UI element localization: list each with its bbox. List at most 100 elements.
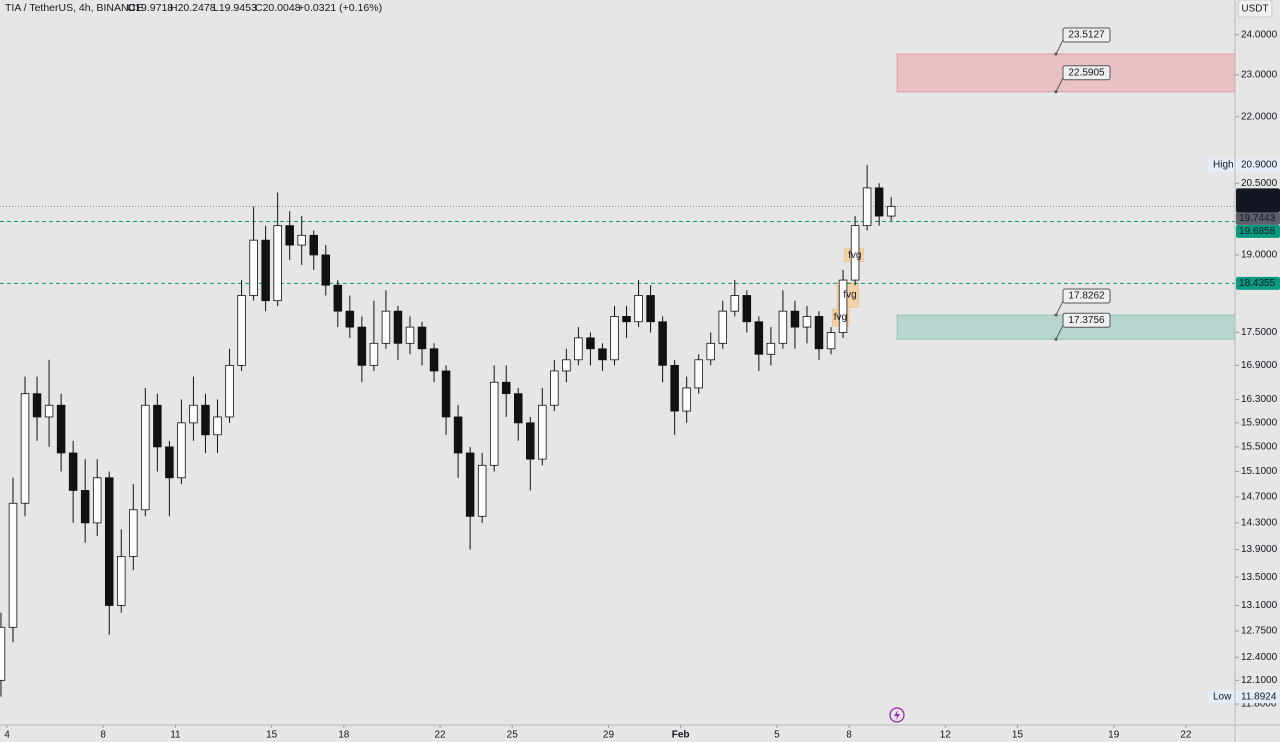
extreme-name: High — [1213, 160, 1234, 171]
candle-body — [141, 404, 150, 511]
price-label: 19.7443 — [1239, 213, 1276, 224]
candle-body — [68, 452, 78, 491]
last-price: 20.0048 — [1239, 189, 1276, 200]
candle-body — [550, 370, 559, 406]
candle-body — [357, 326, 367, 366]
candle-body — [562, 359, 571, 372]
candle-body — [201, 404, 210, 436]
candle-body — [393, 310, 403, 344]
candle-body — [826, 332, 836, 350]
candle-body — [646, 295, 655, 323]
x-tick-label: 12 — [940, 730, 952, 741]
candle-body — [538, 404, 547, 460]
candle-body — [261, 239, 270, 302]
y-tick-label: 13.9000 — [1241, 544, 1278, 555]
y-tick-label: 22.0000 — [1241, 111, 1278, 122]
price-label-box — [1236, 224, 1280, 238]
y-tick-label: 16.3000 — [1241, 394, 1278, 405]
extreme-value: 20.9000 — [1241, 160, 1278, 171]
candle-body — [814, 316, 824, 350]
candle-body — [489, 381, 499, 466]
candle-body — [874, 187, 884, 217]
candle-body — [501, 381, 511, 395]
candle-body — [333, 284, 343, 312]
candle-body — [297, 234, 306, 246]
candle-body — [706, 342, 715, 361]
x-tick-label: 22 — [434, 730, 446, 741]
x-tick-label: 15 — [1012, 730, 1024, 741]
candle-body — [381, 310, 391, 344]
callout-box — [1062, 65, 1111, 81]
callout-label: 22.5905 — [1068, 67, 1105, 78]
currency[interactable]: USDT — [1241, 4, 1268, 15]
candles-layer — [0, 165, 896, 697]
x-tick-label: 18 — [338, 730, 350, 741]
x-tick-label: 22 — [1180, 730, 1192, 741]
candle-body — [802, 316, 812, 328]
currency-box[interactable] — [1237, 0, 1273, 18]
candle-body — [225, 364, 234, 418]
callout-label: 23.5127 — [1068, 30, 1105, 41]
event-icon[interactable] — [889, 707, 905, 723]
ohlc-open: O19.9718 — [127, 2, 173, 14]
candle-body — [526, 422, 535, 460]
callout-pointer — [1055, 77, 1064, 92]
x-tick-label: Feb — [672, 730, 690, 741]
y-tick-label: 15.1000 — [1241, 466, 1278, 477]
price-label-box — [1236, 211, 1280, 225]
candle-body — [694, 359, 703, 389]
countdown: 01:38:27 — [1239, 201, 1278, 212]
candle-body — [682, 387, 691, 412]
x-tick-label: 8 — [846, 730, 852, 741]
candle-body — [32, 393, 42, 418]
candle-body — [453, 416, 463, 454]
candle-body — [417, 326, 427, 350]
candle-body — [598, 348, 607, 361]
callout-box — [1062, 288, 1111, 304]
y-tick-label: 15.5000 — [1241, 442, 1278, 453]
candle-body — [718, 310, 728, 344]
fvg-label: fvg — [848, 250, 861, 261]
candle-body — [441, 370, 451, 418]
candle-body — [850, 225, 860, 281]
candle-body — [0, 626, 6, 681]
callout-box — [1062, 27, 1111, 43]
candle-body — [20, 393, 30, 504]
callout-pointer — [1055, 300, 1064, 316]
y-tick-label: 12.7500 — [1241, 626, 1278, 637]
x-tick-label: 5 — [774, 730, 780, 741]
y-tick-label: 19.0000 — [1241, 250, 1278, 261]
candle-body — [742, 295, 752, 323]
change: +0.0321 (+0.16%) — [298, 2, 382, 14]
candle-body — [273, 225, 282, 302]
callout-label: 17.8262 — [1068, 291, 1105, 302]
last-price-box — [1236, 188, 1280, 213]
y-tick-label: 14.3000 — [1241, 517, 1278, 528]
candle-body — [658, 321, 667, 366]
candle-body — [610, 316, 619, 361]
price-label: 18.4355 — [1239, 278, 1276, 289]
candle-body — [189, 404, 198, 424]
extreme-value: 11.8924 — [1241, 691, 1277, 702]
y-tick-label: 12.1000 — [1241, 675, 1278, 686]
candle-body — [730, 295, 740, 312]
fvg-label: fvg — [843, 290, 856, 301]
y-tick-label: 20.5000 — [1241, 178, 1278, 189]
candle-body — [44, 404, 54, 418]
candle-body — [285, 225, 294, 246]
candle-body — [104, 477, 114, 606]
candle-body — [92, 477, 102, 524]
candle-body — [670, 364, 679, 412]
x-tick-label: 25 — [507, 730, 519, 741]
candle-body — [514, 393, 523, 424]
y-tick-label: 23.0000 — [1241, 69, 1278, 80]
x-tick-label: 4 — [4, 730, 10, 741]
extreme-name: Low — [1213, 691, 1232, 702]
callout-pointer — [1055, 39, 1064, 55]
y-tick-label: 17.5000 — [1241, 327, 1278, 338]
candle-body — [886, 205, 896, 217]
y-tick-label: 11.8000 — [1241, 699, 1277, 710]
callout-box — [1062, 312, 1111, 328]
